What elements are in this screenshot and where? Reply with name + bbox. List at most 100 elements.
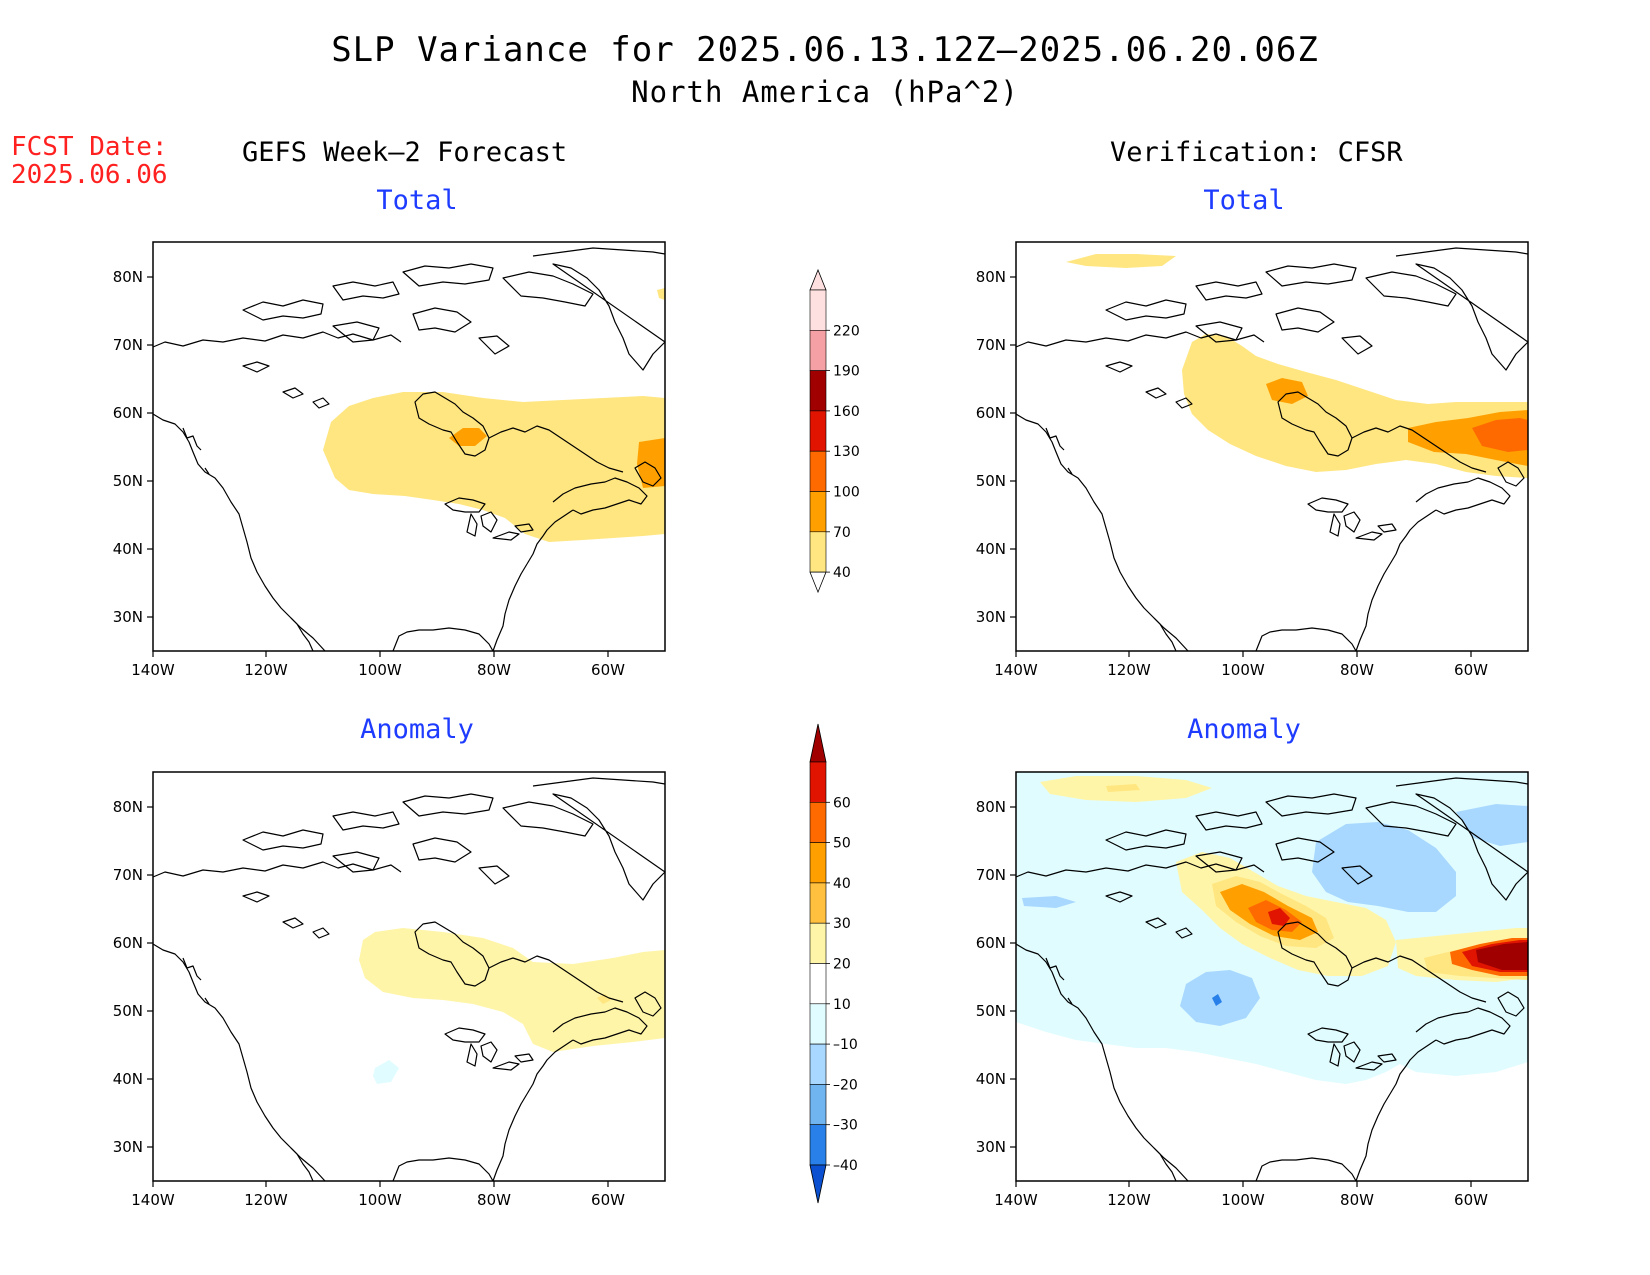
colorbar-label: 60 bbox=[833, 795, 851, 811]
colorbar-label: 40 bbox=[833, 876, 851, 892]
lat-tick-label: 40N bbox=[976, 540, 1006, 558]
colorbar-label: –10 bbox=[833, 1037, 858, 1053]
colorbar-label: 50 bbox=[833, 836, 851, 852]
lon-tick-label: 140W bbox=[131, 1191, 175, 1209]
colorbar-label: –40 bbox=[833, 1158, 858, 1174]
colorbar-swatch bbox=[809, 963, 827, 1005]
lat-tick-label: 50N bbox=[113, 1002, 143, 1020]
contour-40-70 bbox=[1066, 254, 1176, 268]
lat-tick-label: 70N bbox=[113, 866, 143, 884]
contour-neg20-neg30 bbox=[1456, 804, 1528, 846]
map-panel-verification-anomaly bbox=[1015, 771, 1529, 1182]
figure-subtitle: North America (hPa^2) bbox=[631, 75, 1019, 109]
colorbar-label: 70 bbox=[833, 525, 851, 541]
left-column-title: GEFS Week–2 Forecast bbox=[242, 137, 568, 168]
fcst-date-label: FCST Date: bbox=[11, 132, 168, 162]
map-panel-forecast-anomaly bbox=[152, 771, 666, 1182]
colorbar-swatch bbox=[809, 410, 827, 452]
colorbar-label: –20 bbox=[833, 1077, 858, 1093]
contour-neg30-neg40 bbox=[1212, 994, 1222, 1006]
lon-tick-label: 140W bbox=[994, 1191, 1038, 1209]
contour-70-100 bbox=[1266, 378, 1308, 404]
lat-tick-label: 80N bbox=[976, 268, 1006, 286]
lon-tick-label: 60W bbox=[1454, 1191, 1488, 1209]
lat-tick-label: 80N bbox=[113, 268, 143, 286]
lon-tick-label: 60W bbox=[591, 661, 625, 679]
lat-tick-label: 60N bbox=[113, 404, 143, 422]
lon-tick-label: 100W bbox=[358, 661, 402, 679]
colorbar-swatch bbox=[809, 329, 827, 371]
lon-tick-label: 120W bbox=[1107, 1191, 1151, 1209]
colorbar-label: 130 bbox=[833, 444, 860, 460]
lat-tick-label: 70N bbox=[113, 336, 143, 354]
lon-tick-label: 100W bbox=[1221, 661, 1265, 679]
panel-title-top-left: Total bbox=[376, 185, 458, 216]
contour-70-100 bbox=[637, 438, 665, 488]
lat-tick-label: 50N bbox=[113, 472, 143, 490]
contour-10-20 bbox=[359, 928, 665, 1052]
lon-tick-label: 60W bbox=[591, 1191, 625, 1209]
colorbar-anomaly: 60 50 40 30 20 10 –10 –20 –30 –40 bbox=[809, 723, 858, 1204]
colorbar-swatch bbox=[809, 289, 827, 331]
colorbar-swatch bbox=[809, 922, 827, 964]
contour-70-100 bbox=[449, 428, 487, 446]
lat-tick-label: 60N bbox=[976, 404, 1006, 422]
contour-40-70 bbox=[323, 392, 665, 542]
colorbar-swatch bbox=[809, 491, 827, 533]
lon-tick-label: 80W bbox=[477, 1191, 511, 1209]
lat-tick-label: 30N bbox=[113, 1138, 143, 1156]
colorbar-top-arrow bbox=[809, 268, 827, 291]
colorbar-label: 40 bbox=[833, 565, 851, 581]
lon-tick-label: 120W bbox=[244, 661, 288, 679]
contour-50-60 bbox=[1268, 908, 1290, 926]
colorbar-swatch bbox=[809, 842, 827, 884]
fcst-date-value: 2025.06.06 bbox=[11, 160, 168, 190]
lat-tick-label: 70N bbox=[976, 336, 1006, 354]
lon-tick-label: 100W bbox=[1221, 1191, 1265, 1209]
lon-tick-label: 60W bbox=[1454, 661, 1488, 679]
lat-tick-label: 30N bbox=[976, 1138, 1006, 1156]
colorbar-label: 220 bbox=[833, 323, 860, 339]
colorbar-top-arrow bbox=[809, 723, 827, 763]
colorbar-swatch bbox=[809, 1003, 827, 1045]
colorbar-swatch bbox=[809, 1043, 827, 1085]
figure-title: SLP Variance for 2025.06.13.12Z–2025.06.… bbox=[331, 30, 1319, 70]
colorbar-swatch bbox=[809, 761, 827, 803]
lat-tick-label: 50N bbox=[976, 1002, 1006, 1020]
lon-tick-label: 120W bbox=[1107, 661, 1151, 679]
lat-tick-label: 40N bbox=[113, 540, 143, 558]
right-column-title: Verification: CFSR bbox=[1110, 137, 1403, 168]
lat-tick-label: 40N bbox=[976, 1070, 1006, 1088]
colorbar-bottom-arrow bbox=[809, 571, 827, 594]
lat-tick-label: 60N bbox=[976, 934, 1006, 952]
contour-20-30 bbox=[1106, 784, 1140, 792]
colorbar-swatch bbox=[809, 1084, 827, 1126]
axes-layer: 140W 120W 100W 80W 60W 80N 70N 60N 50N 40N 30N 140W… bbox=[113, 268, 1488, 1209]
colorbar-swatch bbox=[809, 801, 827, 843]
map-panel-verification-total bbox=[1015, 241, 1529, 652]
panel-title-bottom-right: Anomaly bbox=[1187, 714, 1301, 745]
contour-20-30 bbox=[597, 994, 611, 1004]
colorbar-swatch bbox=[809, 882, 827, 924]
contour-neg20-neg30 bbox=[1312, 822, 1456, 912]
colorbar-label: –30 bbox=[833, 1118, 858, 1134]
lon-tick-label: 80W bbox=[1340, 661, 1374, 679]
lat-tick-label: 60N bbox=[113, 934, 143, 952]
lat-tick-label: 80N bbox=[113, 798, 143, 816]
colorbar-label: 100 bbox=[833, 485, 860, 501]
lat-tick-label: 80N bbox=[976, 798, 1006, 816]
contour-gt60 bbox=[1476, 942, 1528, 970]
lat-tick-label: 40N bbox=[113, 1070, 143, 1088]
lon-tick-label: 120W bbox=[244, 1191, 288, 1209]
panel-title-bottom-left: Anomaly bbox=[360, 714, 474, 745]
colorbar-total: 220 190 160 130 100 70 40 bbox=[809, 268, 860, 594]
map-panel-forecast-total bbox=[152, 241, 666, 652]
panel-title-top-right: Total bbox=[1203, 185, 1285, 216]
colorbar-label: 190 bbox=[833, 364, 860, 380]
colorbar-swatch bbox=[809, 370, 827, 412]
colorbar-label: 160 bbox=[833, 404, 860, 420]
colorbar-label: 30 bbox=[833, 916, 851, 932]
lat-tick-label: 30N bbox=[976, 608, 1006, 626]
lon-tick-label: 80W bbox=[1340, 1191, 1374, 1209]
contour-40-70 bbox=[657, 288, 665, 300]
